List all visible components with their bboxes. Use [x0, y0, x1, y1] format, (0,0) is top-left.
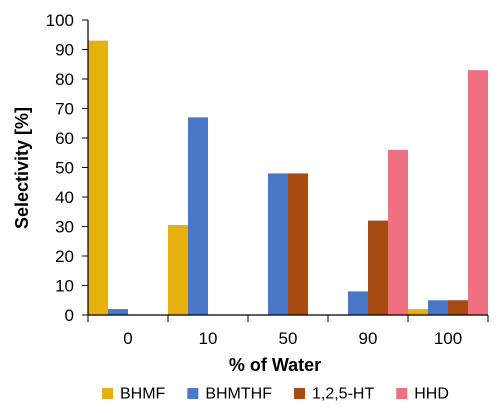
bar [168, 225, 188, 315]
y-tick-label: 20 [55, 247, 74, 266]
x-tick-label: 50 [279, 329, 298, 348]
y-axis-ticks: 0 10 20 30 40 50 60 70 80 90 100 [46, 11, 88, 325]
y-tick-label: 10 [55, 277, 74, 296]
legend-label: BHMTHF [205, 386, 272, 403]
legend-label: 1,2,5-HT [312, 386, 374, 403]
bar [388, 149, 408, 315]
legend-label: HHD [414, 386, 449, 403]
y-tick-label: 40 [55, 188, 74, 207]
x-tick-label: 10 [199, 329, 218, 348]
x-tick-label: 90 [359, 329, 378, 348]
y-tick-label: 50 [55, 159, 74, 178]
y-tick-label: 30 [55, 218, 74, 237]
y-axis-label: Selectivity [%] [12, 107, 32, 229]
bar [448, 300, 468, 315]
y-tick-label: 100 [46, 11, 74, 30]
bar [368, 220, 388, 315]
legend-swatch [102, 388, 113, 399]
y-tick-label: 60 [55, 129, 74, 148]
legend: BHMF BHMTHF 1,2,5-HT HHD [102, 386, 449, 403]
y-tick-label: 0 [65, 306, 74, 325]
bar [428, 300, 448, 315]
bar [88, 40, 108, 316]
x-tick-label: 100 [434, 329, 462, 348]
legend-swatch [396, 388, 408, 399]
y-tick-label: 80 [55, 70, 74, 89]
x-axis-ticks: 0 10 50 90 100 [87, 315, 489, 348]
bar [288, 173, 308, 315]
bar [268, 173, 288, 315]
legend-swatch [293, 388, 305, 399]
bar [188, 117, 208, 315]
x-axis-label: % of Water [229, 355, 321, 375]
y-tick-label: 70 [55, 100, 74, 119]
bars [88, 40, 488, 316]
y-tick-label: 90 [55, 41, 74, 60]
axes [87, 20, 488, 316]
legend-label: BHMF [120, 386, 166, 403]
legend-swatch [187, 388, 199, 399]
bar [348, 291, 368, 315]
bar [468, 70, 488, 316]
bar [408, 309, 428, 315]
bar [108, 309, 128, 315]
x-tick-label: 0 [123, 329, 132, 348]
